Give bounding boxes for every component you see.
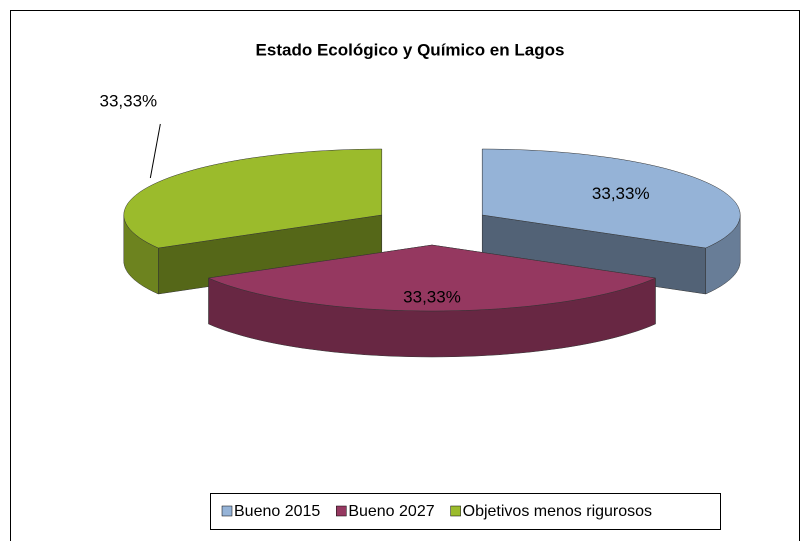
legend-swatch bbox=[221, 505, 233, 517]
legend-entries: Bueno 2015 Bueno 2027 Objetivos menos rigu… bbox=[221, 503, 652, 520]
legend-label: Bueno 2015 bbox=[234, 503, 320, 520]
legend-swatch bbox=[450, 505, 461, 517]
pie-slice bbox=[207, 244, 657, 312]
chart-title: Estado Ecológico y Químico en Lagos bbox=[256, 40, 565, 59]
pie: 33,33% 33,33% 33,33% bbox=[100, 91, 741, 358]
legend-label: Bueno 2027 bbox=[348, 503, 434, 520]
pie-slice bbox=[123, 148, 383, 249]
leader-line bbox=[149, 123, 161, 179]
pie-slice bbox=[481, 148, 741, 249]
data-label: 33,33% bbox=[100, 91, 158, 110]
data-label: 33,33% bbox=[403, 287, 461, 306]
legend-label: Objetivos menos rigurosos bbox=[463, 503, 652, 520]
data-label: 33,33% bbox=[592, 184, 650, 203]
legend-swatch bbox=[336, 505, 347, 517]
legend bbox=[210, 493, 721, 530]
